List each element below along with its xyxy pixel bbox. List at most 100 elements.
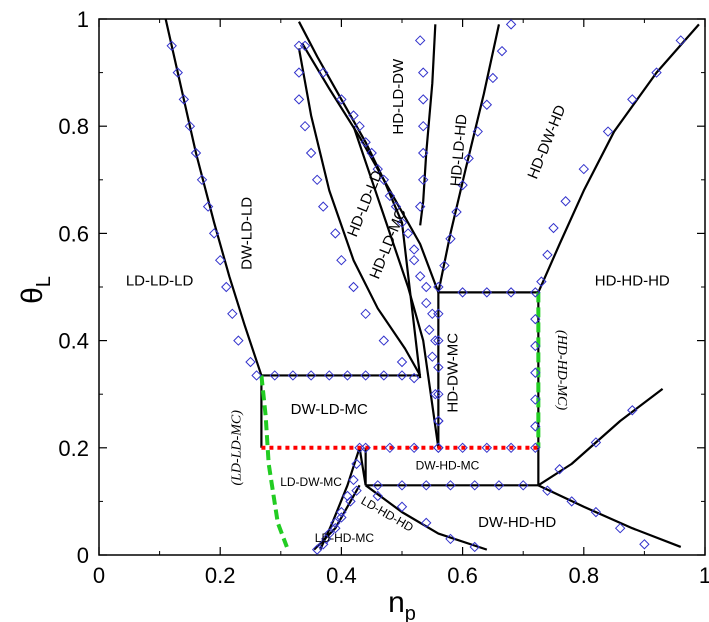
data-point — [517, 480, 529, 491]
y-tick-label: 0.6 — [58, 221, 89, 246]
data-point — [293, 94, 305, 105]
data-point — [305, 147, 317, 159]
x-tick-label: 1 — [699, 563, 709, 588]
data-point — [627, 94, 638, 105]
data-point — [530, 442, 541, 454]
data-point — [360, 370, 371, 381]
data-point — [372, 163, 383, 175]
data-point — [366, 147, 377, 159]
y-tick-label: 0.4 — [58, 329, 89, 354]
data-point — [536, 276, 547, 287]
data-point — [321, 533, 332, 545]
data-point — [336, 512, 347, 523]
data-point — [384, 442, 396, 454]
dashed-green-ld — [259, 375, 289, 548]
data-point — [330, 228, 341, 239]
data-point — [166, 40, 177, 52]
data-point — [530, 340, 541, 352]
region-label: HD-LD-HD — [447, 113, 470, 187]
region-label: HD-HD-HD — [595, 273, 670, 290]
data-point — [566, 496, 577, 507]
data-point — [396, 480, 408, 491]
data-point — [542, 249, 553, 261]
data-point — [469, 541, 480, 553]
boundary-hdldld-right — [301, 42, 440, 293]
data-point — [554, 464, 565, 475]
data-point — [433, 308, 444, 320]
data-point — [330, 517, 341, 529]
data-point — [530, 421, 541, 432]
data-point — [336, 254, 347, 266]
data-point — [360, 137, 371, 148]
y-tick-label: 1 — [77, 7, 89, 32]
region-label: HD-DW-MC — [444, 333, 461, 413]
data-point — [311, 544, 323, 555]
data-point — [445, 233, 456, 244]
data-point — [418, 67, 429, 78]
data-point — [221, 281, 232, 293]
region-labels: LD-LD-LDDW-LD-LDDW-LD-MCHD-LD-DWHD-LD-LD… — [126, 58, 670, 545]
region-label: DW-HD-MC — [416, 459, 480, 473]
region-label: (HD-HD-MC) — [554, 330, 569, 410]
data-point — [493, 480, 505, 491]
data-point — [287, 370, 299, 381]
data-point — [530, 313, 541, 325]
data-point — [421, 480, 432, 491]
data-point — [318, 201, 329, 212]
x-tick-label: 0.8 — [569, 563, 600, 588]
data-point — [481, 99, 493, 110]
data-point — [345, 496, 356, 507]
x-axis-title: np — [388, 586, 416, 622]
boundary-ldhdhd-lower — [364, 484, 488, 551]
data-point — [627, 405, 638, 416]
data-point — [184, 120, 196, 132]
x-tick-label: 0.6 — [447, 563, 478, 588]
region-label: LD-LD-LD — [126, 273, 194, 290]
data-point — [402, 228, 414, 239]
boundary-hdldmc-line — [352, 125, 440, 448]
data-point — [408, 244, 420, 255]
data-point — [214, 254, 226, 266]
data-point — [414, 35, 426, 46]
data-point — [354, 120, 365, 132]
x-tick-label: 0.2 — [205, 563, 236, 588]
data-point — [196, 174, 208, 186]
region-label: DW-HD-HD — [478, 514, 556, 531]
data-point — [469, 480, 480, 491]
data-point — [560, 196, 571, 207]
data-point — [233, 335, 244, 346]
boundary-ld-dwldld — [164, 18, 263, 376]
data-point — [418, 94, 429, 105]
data-point — [245, 356, 256, 368]
boundary-hdldld-left — [297, 48, 422, 376]
boundary-dwhdhd-upper — [537, 387, 664, 487]
data-point — [421, 281, 432, 293]
data-point — [336, 94, 347, 105]
data-point — [390, 201, 402, 212]
region-label: DW-LD-MC — [291, 401, 368, 418]
data-point — [505, 287, 517, 298]
data-point — [330, 522, 341, 534]
data-point — [421, 297, 432, 309]
data-point — [463, 153, 474, 164]
data-point — [318, 67, 329, 78]
data-point — [590, 437, 602, 448]
data-point — [178, 94, 190, 105]
data-point — [208, 228, 220, 239]
data-point — [472, 126, 483, 137]
data-point — [251, 370, 262, 381]
region-label: LD-HD-MC — [315, 531, 375, 545]
data-point — [578, 163, 590, 175]
data-point — [372, 490, 383, 502]
data-point — [433, 415, 444, 427]
data-point — [351, 485, 362, 496]
data-point — [348, 110, 359, 121]
y-tick-label: 0.8 — [58, 114, 89, 139]
data-point — [269, 370, 280, 381]
data-point — [418, 147, 429, 159]
data-point — [342, 370, 353, 381]
data-point — [457, 287, 468, 298]
boundary-hddwhd-curve — [537, 23, 700, 293]
data-point — [202, 201, 214, 212]
